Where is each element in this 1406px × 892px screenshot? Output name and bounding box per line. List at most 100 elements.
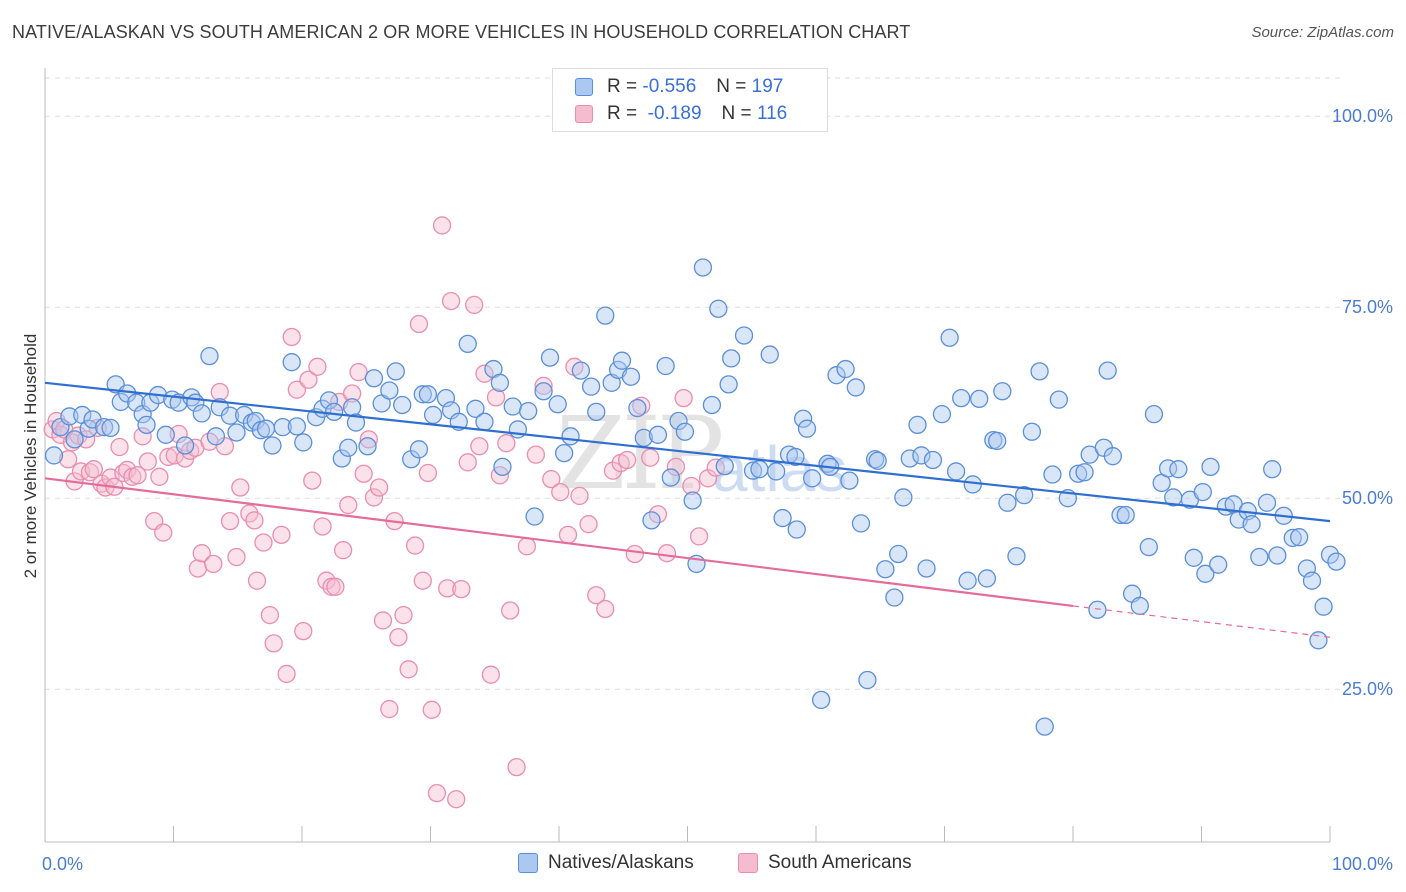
native-alaskan-point	[836, 359, 855, 379]
native-alaskan-point	[282, 353, 301, 372]
native-alaskan-point	[1116, 505, 1135, 525]
south-americans-points	[43, 216, 725, 809]
native-alaskan-point	[917, 559, 936, 578]
south-american-point	[617, 450, 637, 470]
series-legend-south-americans: South Americans	[738, 852, 912, 874]
native-alaskan-point	[970, 389, 989, 409]
native-alaskan-point	[1068, 464, 1088, 483]
legend-row-south-americans: R = -0.189 N = 116	[575, 102, 787, 126]
native-alaskan-point	[475, 412, 494, 431]
native-alaskan-point	[571, 361, 590, 380]
south-american-point	[210, 382, 229, 402]
south-american-point	[452, 579, 471, 599]
y-tick-label: 25.0%	[1342, 679, 1393, 699]
south-american-point	[220, 511, 240, 531]
south-american-point	[380, 699, 399, 719]
legend-r-label: R =	[607, 76, 638, 97]
native-alaskan-point	[794, 409, 813, 428]
south-american-point	[277, 664, 296, 684]
native-alaskan-point	[175, 436, 195, 455]
native-alaskan-point	[332, 449, 351, 468]
series-label-natives: Natives/Alaskans	[548, 852, 694, 873]
native-alaskan-point	[846, 378, 865, 397]
south-american-point	[625, 544, 644, 564]
south-american-point	[551, 482, 570, 502]
south-american-point	[264, 634, 283, 653]
south-american-point	[657, 544, 677, 563]
south-american-point	[58, 450, 78, 469]
native-alaskan-point	[840, 471, 859, 490]
native-alaskan-point	[423, 405, 443, 425]
native-alaskan-point	[612, 351, 632, 370]
south-american-point	[231, 478, 250, 497]
legend-r-label: R =	[607, 103, 638, 124]
south-american-point	[438, 579, 457, 598]
native-alaskan-point	[319, 391, 339, 410]
south-american-point	[422, 700, 441, 719]
native-alaskan-point	[858, 670, 877, 690]
legend-n-value: 197	[751, 76, 784, 97]
native-alaskan-point	[988, 431, 1007, 451]
native-alaskan-point	[554, 443, 574, 463]
south-american-point	[497, 434, 516, 453]
south-american-point	[373, 611, 393, 630]
south-american-point	[542, 469, 561, 489]
south-american-point	[138, 452, 157, 471]
south-american-point	[399, 660, 418, 679]
south-american-point	[308, 357, 327, 376]
native-alaskan-point	[581, 377, 601, 396]
south-american-point	[287, 380, 307, 399]
native-alaskan-point	[200, 346, 219, 366]
native-alaskan-point	[1268, 546, 1287, 565]
south-american-point	[427, 783, 447, 803]
native-alaskan-point	[1250, 547, 1269, 567]
native-alaskan-point	[380, 381, 399, 400]
native-alaskan-point	[94, 417, 114, 437]
south-american-point	[689, 527, 709, 546]
native-alaskan-point	[346, 413, 366, 432]
south-american-point	[303, 471, 322, 490]
native-alaskan-point	[1015, 485, 1034, 505]
south-americans-trend-extension	[1072, 605, 1331, 638]
native-alaskan-point	[1169, 460, 1188, 479]
legend-r-value: -0.189	[642, 103, 702, 124]
native-alaskan-point	[1103, 447, 1122, 466]
native-alaskan-point	[235, 405, 254, 425]
native-alaskan-point	[1209, 555, 1228, 574]
natives-alaskans-points	[44, 258, 1346, 736]
native-alaskan-point	[851, 514, 871, 533]
native-alaskan-point	[263, 436, 282, 455]
south-american-point	[181, 441, 200, 460]
native-alaskan-point	[885, 588, 904, 607]
south-american-point	[313, 517, 332, 536]
native-alaskan-point	[787, 520, 806, 539]
south-american-point	[418, 463, 438, 483]
native-alaskan-point	[1043, 465, 1062, 484]
native-alaskan-point	[963, 475, 982, 494]
native-alaskan-point	[1035, 717, 1054, 736]
native-alaskan-point	[503, 397, 522, 416]
south-american-point	[507, 757, 526, 777]
native-alaskan-point	[206, 427, 226, 446]
south-american-point	[339, 495, 358, 515]
axes	[44, 68, 1331, 843]
south-american-point	[354, 464, 373, 483]
south-american-point	[169, 424, 188, 444]
legend-n-value: 116	[756, 103, 788, 124]
south-american-point	[682, 476, 701, 496]
south-american-point	[192, 544, 211, 563]
tick-labels: 25.0% 50.0% 75.0% 100.0% 0.0% 100.0%	[42, 106, 1393, 874]
native-alaskan-point	[273, 417, 292, 437]
watermark-atlas: atlas	[712, 433, 848, 505]
native-alaskan-point	[648, 425, 668, 444]
south-american-point	[272, 525, 291, 545]
native-alaskan-point	[767, 462, 786, 481]
native-alaskan-point	[287, 417, 307, 436]
native-alaskan-point	[889, 544, 908, 564]
south-american-point	[322, 577, 341, 596]
native-alaskan-point	[908, 415, 927, 435]
y-axis-label: 2 or more Vehicles in Household	[21, 334, 40, 579]
native-alaskan-point	[79, 419, 98, 438]
south-american-point	[432, 216, 452, 235]
